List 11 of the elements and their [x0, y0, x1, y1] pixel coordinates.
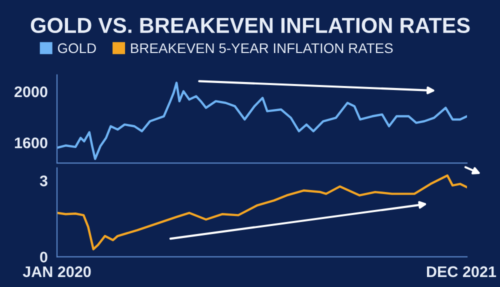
y-tick-label: 1600	[14, 137, 48, 148]
chart-title: GOLD VS. BREAKEVEN INFLATION RATES	[30, 18, 470, 34]
y-tick-label: 2000	[14, 86, 48, 98]
line-series	[57, 82, 467, 160]
line-series	[57, 174, 467, 250]
legend-label: GOLD	[58, 43, 96, 54]
y-tick-label: 0	[40, 252, 48, 263]
x-tick-label: DEC 2021	[427, 266, 496, 278]
x-tick-label: JAN 2020	[22, 266, 91, 278]
legend-label: BREAKEVEN 5-YEAR INFLATION RATES	[131, 43, 393, 54]
y-tick-label: 3	[40, 175, 48, 186]
